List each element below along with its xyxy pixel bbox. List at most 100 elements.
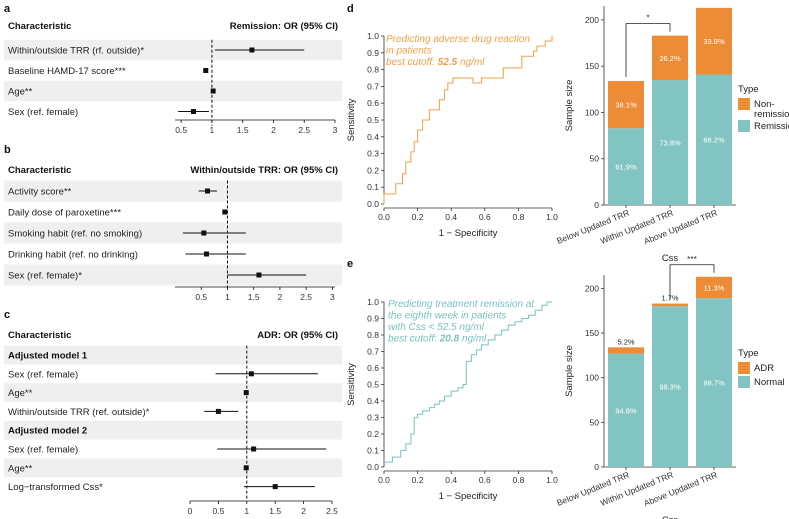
- panel-c-col-header: Characteristic: [8, 330, 71, 341]
- legend-label: Remission: [754, 121, 789, 132]
- y-tick-label: 0.3: [367, 149, 379, 159]
- y-tick-label: 150: [585, 61, 599, 71]
- y-tick-label: 0.7: [367, 81, 379, 91]
- row-label: Sex (ref. female): [8, 369, 78, 380]
- x-tick-label: 1: [210, 125, 215, 135]
- annotation-line: best cutoff: 52.5 ng/ml: [386, 57, 485, 68]
- x-axis-title: Css: [662, 253, 679, 264]
- row-label: Adjusted model 2: [8, 426, 87, 437]
- roc-panel-d: d 0.00.10.20.30.40.50.60.70.80.91.00.0 0.…: [346, 3, 558, 239]
- bar-value-label: 94.8%: [615, 406, 637, 415]
- y-tick-label: 0.9: [367, 48, 379, 58]
- x-tick-label: 0.8: [512, 475, 524, 485]
- bar-value-label: 38.1%: [615, 101, 637, 110]
- panel-b-label: b: [4, 144, 11, 156]
- y-tick-label: 0: [594, 200, 599, 210]
- row-label: Sex (ref. female)*: [8, 271, 82, 282]
- row-band: [4, 80, 342, 102]
- y-tick-label: 100: [585, 373, 599, 383]
- annotation-cutoff-value: 20.8: [439, 334, 460, 345]
- x-tick-label: 2: [278, 292, 283, 302]
- y-tick-label: 0.8: [367, 65, 379, 75]
- forest-a-rows: Within/outside TRR (rf. outside)* Baselin…: [4, 39, 342, 135]
- forest-c-rows: Adjusted model 1 Sex (ref. female) Age** Wi…: [4, 345, 342, 516]
- y-tick-label: 100: [585, 107, 599, 117]
- y-tick-label: 0.0: [367, 199, 379, 209]
- bar-segment-nonremission: [696, 7, 732, 75]
- row-label: Baseline HAMD-17 score***: [8, 66, 126, 77]
- legend-label: Non-: [754, 99, 775, 110]
- bar-segment-remission: [652, 80, 688, 205]
- y-tick-label: 0.3: [367, 413, 379, 423]
- y-tick-label: 0.8: [367, 330, 379, 340]
- estimate-marker: [243, 465, 249, 471]
- bar-segment-remission: [696, 74, 732, 205]
- legend-swatch: [738, 376, 750, 388]
- annotation-line: best cutoff: 20.8 ng/ml: [388, 334, 487, 345]
- y-tick-label: 0.2: [367, 165, 379, 175]
- row-label: Within/outside TRR (rf. outside)*: [8, 46, 144, 57]
- annotation-cutoff-unit: ng/ml: [457, 57, 485, 68]
- legend-swatch: [738, 362, 750, 374]
- y-tick-label: 0.7: [367, 347, 379, 357]
- bar-value-label: 33.8%: [703, 37, 725, 46]
- x-tick-label: 2.5: [298, 125, 310, 135]
- x-tick-label: 1: [244, 506, 249, 516]
- significance-label: *: [646, 13, 650, 23]
- estimate-marker: [203, 68, 209, 73]
- legend-label: Normal: [754, 377, 785, 388]
- estimate-marker: [201, 230, 207, 236]
- estimate-marker: [190, 109, 196, 114]
- x-tick-label: 2.5: [300, 292, 312, 302]
- row-band: [4, 39, 342, 61]
- annotation-cutoff-unit: ng/ml: [459, 334, 487, 345]
- x-tick-label: 0.0: [378, 212, 390, 222]
- row-label: Smoking habit (ref. no smoking): [8, 229, 142, 240]
- estimate-marker: [205, 188, 211, 194]
- annotation-line: in patients: [386, 46, 432, 57]
- estimate-marker: [256, 272, 262, 278]
- y-tick-label: 1.0: [367, 297, 379, 307]
- y-tick-label: 50: [590, 417, 600, 427]
- annotation-line: Predicting treatment remission at: [388, 299, 535, 310]
- bar-segment-normal: [696, 298, 732, 467]
- row-band: [4, 458, 342, 478]
- row-label: Drinking habit (ref. no drinking): [8, 250, 138, 261]
- panel-e-label: e: [347, 258, 353, 270]
- annotation-cutoff-prefix: best cutoff:: [388, 334, 440, 345]
- row-band: [4, 420, 342, 440]
- x-tick-label: 3: [330, 292, 335, 302]
- estimate-marker: [210, 88, 216, 94]
- annotation-line: with Css < 52.5 ng/ml: [388, 322, 485, 333]
- y-tick-label: 0.1: [367, 446, 379, 456]
- significance-bracket: [669, 264, 715, 300]
- roc-panel-e: e 0.00.10.20.30.40.50.60.70.80.91.00.0 0.…: [346, 258, 558, 502]
- bar-value-label: 73.8%: [659, 139, 681, 148]
- forest-panel-a: a Characteristic Remission: OR (95% CI) …: [4, 3, 342, 135]
- bar-segment-normal: [652, 306, 688, 467]
- x-tick-label: 0.4: [445, 212, 457, 222]
- bar-value-label: 11.3%: [704, 284, 725, 293]
- x-tick-label: 1.5: [237, 125, 249, 135]
- significance-label: ***: [687, 254, 698, 264]
- panel-b-col-header: Characteristic: [8, 165, 71, 176]
- y-axis-title: Sample size: [564, 345, 575, 397]
- y-axis-title: Sample size: [564, 80, 575, 132]
- bar-segment-normal: [608, 353, 644, 467]
- panel-a-label: a: [4, 3, 11, 15]
- forest-b-rows: Activity score** Daily dose of paroxetine…: [4, 180, 342, 302]
- panel-c-label: c: [4, 309, 10, 321]
- row-label: Age**: [8, 87, 33, 98]
- x-tick-label: Above Updated TRR: [642, 470, 718, 509]
- estimate-marker: [243, 390, 249, 396]
- bar-value-label: 26.2%: [659, 54, 681, 63]
- x-tick-label: 1.0: [546, 212, 558, 222]
- x-tick-label: 1: [225, 292, 230, 302]
- estimate-marker: [203, 251, 209, 257]
- annotation-cutoff-prefix: best cutoff:: [386, 57, 438, 68]
- y-tick-label: 0.4: [367, 132, 379, 142]
- panel-c-stat-header: ADR: OR (95% CI): [257, 330, 338, 341]
- row-band: [4, 383, 342, 402]
- row-band: [4, 222, 342, 244]
